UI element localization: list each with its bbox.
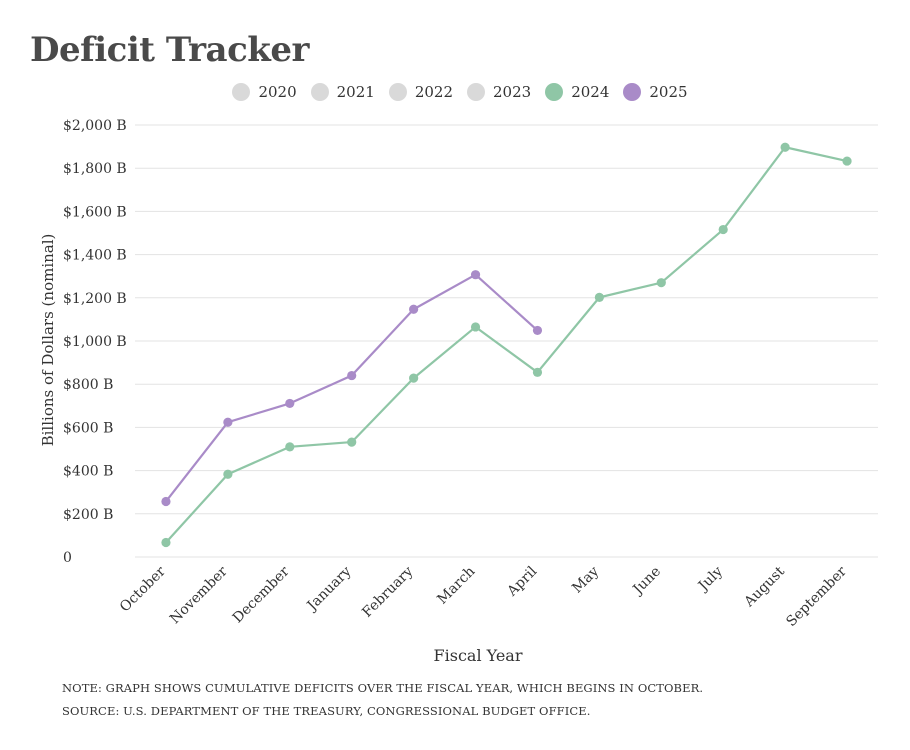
data-point-2025 [285,398,295,409]
x-tick-label: June [629,564,664,599]
data-point-2024 [223,469,233,479]
legend-item-2024[interactable]: 2024 [545,83,609,101]
y-tick-label: 0 [63,550,72,566]
y-tick-label: $1,800 B [63,161,127,177]
x-tick-label: February [359,563,416,620]
data-point-2024 [161,537,171,548]
x-tick-label: October [117,563,169,615]
y-tick-label: $1,000 B [63,334,127,350]
legend-item-2022[interactable]: 2022 [388,83,453,101]
data-point-2025 [532,325,543,336]
x-tick-label: November [167,563,231,627]
legend-item-2021[interactable]: 2021 [310,83,375,101]
data-point-2024 [656,278,666,288]
x-axis-title: Fiscal Year [434,646,523,665]
legend-item-2025[interactable]: 2025 [623,83,688,101]
x-tick-label: January [303,563,355,615]
y-tick-label: $800 B [63,377,113,393]
x-tick-label: September [783,563,850,630]
data-point-2024 [532,367,543,377]
page-title: Deficit Tracker [30,30,309,70]
y-tick-label: $400 B [63,464,113,480]
legend-marker-icon [310,83,329,101]
data-point-2024 [780,142,790,152]
data-point-2024 [594,292,604,302]
y-tick-label: $2,000 B [63,118,127,134]
line-chart: 0 $200 B $400 B $600 B $800 B $1,000 B $1,200 … [39,118,878,665]
legend-item-2020[interactable]: 2020 [232,83,297,101]
data-point-2025 [347,370,357,381]
x-tick-label: July [694,563,726,595]
chart-note: NOTE: GRAPH SHOWS CUMULATIVE DEFICITS OV… [62,681,704,695]
legend-marker-icon [232,83,251,101]
legend-label: 2024 [571,83,610,101]
legend-marker-icon [545,83,564,101]
legend-item-2023[interactable]: 2023 [467,83,531,101]
y-tick-label: $600 B [63,420,113,436]
data-point-2024 [285,442,295,452]
x-tick-label: August [741,563,789,611]
y-tick-label: $200 B [63,507,113,523]
data-point-2024 [470,322,481,332]
legend-label: 2020 [258,83,297,101]
chart-legend: 2020 2021 2022 2023 2024 2025 [0,80,910,104]
x-tick-label: December [230,563,293,626]
data-point-2025 [470,270,481,280]
data-point-2025 [223,417,233,427]
legend-label: 2023 [493,83,532,101]
data-point-2024 [718,224,728,235]
y-tick-label: $1,200 B [63,291,127,307]
legend-label: 2021 [336,83,375,101]
legend-marker-icon [388,83,407,101]
legend-label: 2022 [414,83,453,101]
data-point-2025 [409,304,419,314]
data-point-2025 [161,496,171,507]
x-tick-label: March [434,564,478,608]
x-tick-label: April [504,563,541,600]
data-point-2024 [842,156,852,166]
chart-source: SOURCE: U.S. DEPARTMENT OF THE TREASURY,… [62,704,591,718]
data-point-2024 [409,373,419,383]
series-line-2025 [165,273,539,503]
y-tick-label: $1,400 B [63,248,127,264]
legend-label: 2025 [649,83,688,101]
x-tick-label: May [569,563,602,596]
series-line-2024 [165,146,848,544]
y-axis-title: Billions of Dollars (nominal) [39,234,57,447]
y-tick-label: $1,600 B [63,204,127,220]
legend-marker-icon [467,83,485,101]
legend-marker-icon [623,83,642,101]
data-point-2024 [347,437,357,447]
